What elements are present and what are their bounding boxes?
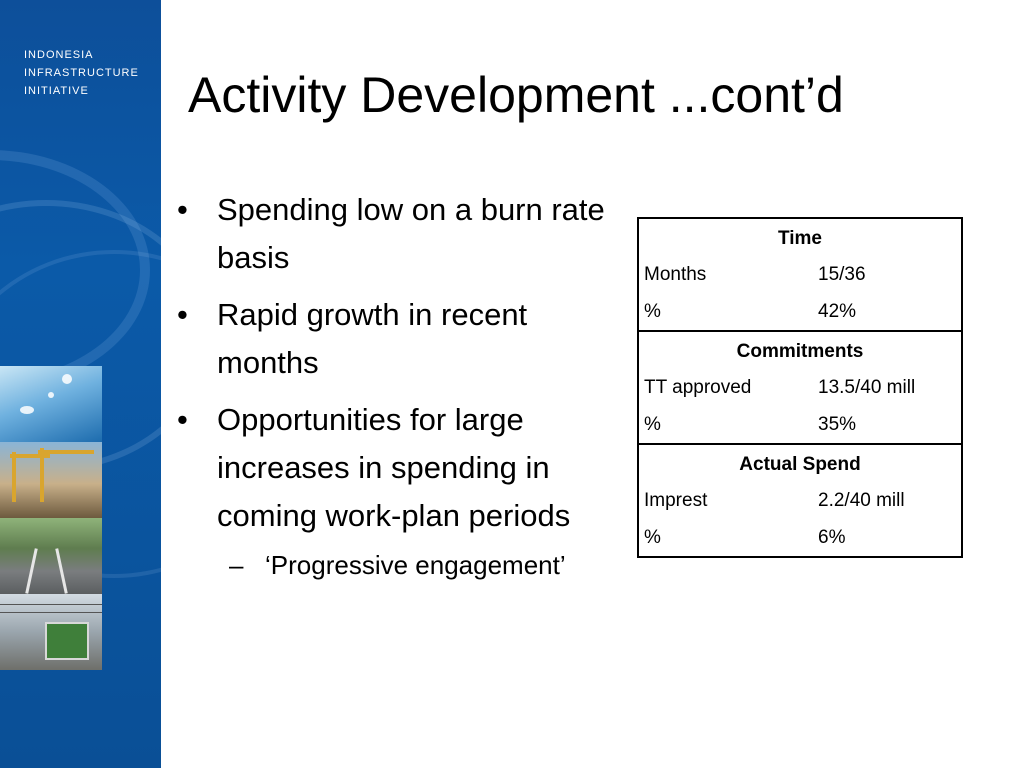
table-section-actual-spend: Actual Spend Imprest 2.2/40 mill % 6%: [639, 445, 961, 556]
row-value: 35%: [818, 414, 857, 435]
sub-bullet-text: ‘Progressive engagement’: [265, 550, 566, 580]
table-row: % 42%: [639, 293, 961, 330]
train-graphic: [45, 622, 89, 660]
table-section-commitments: Commitments TT approved 13.5/40 mill % 3…: [639, 332, 961, 445]
row-value: 13.5/40 mill: [818, 377, 916, 398]
bullet-item: • Spending low on a burn rate basis: [177, 186, 627, 282]
bullet-list: • Spending low on a burn rate basis • Ra…: [177, 186, 627, 585]
table-row: % 35%: [639, 406, 961, 443]
bullet-item: • Opportunities for large increases in s…: [177, 396, 627, 540]
table-row: TT approved 13.5/40 mill: [639, 369, 961, 406]
railway-train-photo: [0, 594, 102, 670]
row-label: %: [644, 527, 661, 548]
bullet-text: Spending low on a burn rate basis: [217, 192, 605, 275]
sub-bullet-item: – ‘Progressive engagement’: [177, 545, 627, 585]
table-row: Months 15/36: [639, 256, 961, 293]
section-header: Time: [777, 228, 822, 249]
row-value: 15/36: [818, 264, 866, 285]
row-label: TT approved: [644, 377, 752, 398]
bullet-marker: •: [177, 192, 188, 227]
bullet-marker: •: [177, 402, 188, 437]
logo-line-3: INITIATIVE: [24, 85, 89, 97]
water-splash-photo: [0, 366, 102, 442]
port-cranes-photo: [0, 442, 102, 518]
logo-line-2: INFRASTRUCTURE: [24, 67, 139, 79]
row-value: 42%: [818, 301, 857, 322]
bullet-marker: •: [177, 297, 188, 332]
organization-logo: INDONESIA INFRASTRUCTURE INITIATIVE: [24, 46, 139, 100]
bullet-text: Rapid growth in recent months: [217, 297, 528, 380]
row-value: 6%: [818, 527, 846, 548]
table-row: Imprest 2.2/40 mill: [639, 482, 961, 519]
table-row: % 6%: [639, 519, 961, 556]
sub-bullet-marker: –: [229, 550, 244, 580]
row-label: %: [644, 414, 661, 435]
section-header: Actual Spend: [739, 454, 861, 475]
row-label: %: [644, 301, 661, 322]
slide-title: Activity Development ...cont’d: [188, 67, 844, 123]
progress-summary-table: Time Months 15/36 % 42% Commitments TT a…: [637, 217, 963, 558]
logo-line-1: INDONESIA: [24, 49, 94, 61]
road-traffic-photo: [0, 518, 102, 594]
row-value: 2.2/40 mill: [818, 490, 905, 511]
row-label: Months: [644, 264, 707, 285]
sidebar-banner: INDONESIA INFRASTRUCTURE INITIATIVE: [0, 0, 161, 768]
section-header: Commitments: [736, 341, 864, 362]
bullet-item: • Rapid growth in recent months: [177, 291, 627, 387]
table-section-time: Time Months 15/36 % 42%: [639, 219, 961, 332]
row-label: Imprest: [644, 490, 708, 511]
bullet-text: Opportunities for large increases in spe…: [217, 402, 571, 533]
